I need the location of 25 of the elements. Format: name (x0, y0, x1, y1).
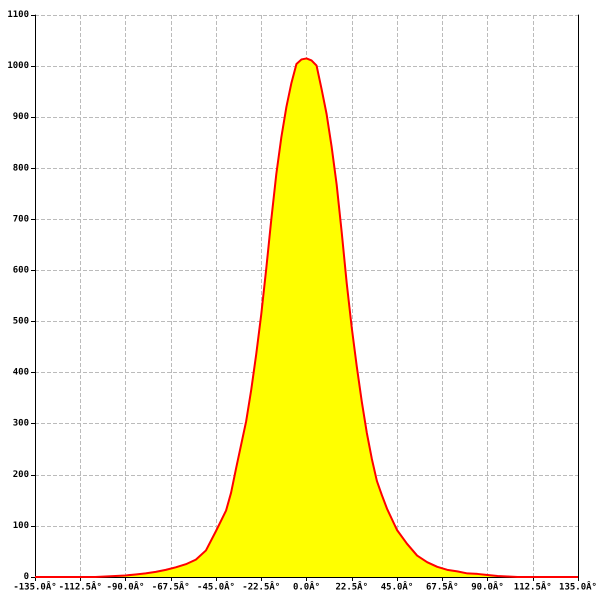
y-tick-label: 200 (12, 470, 29, 480)
y-tick-label: 800 (12, 163, 29, 174)
y-tick-label: 400 (12, 368, 29, 378)
y-tick-label: 500 (12, 316, 29, 327)
x-tick-label: -90.0Â° (106, 580, 144, 592)
y-tick-label: 600 (12, 265, 29, 276)
x-tick-label: -22.5Â° (242, 580, 280, 592)
x-tick-label: -135.0Â° (13, 580, 57, 592)
x-tick-label: 135.0Â° (559, 580, 597, 592)
x-tick-label: 90.0Â° (471, 580, 504, 592)
x-tick-label: -45.0Â° (197, 580, 235, 592)
y-tick-label: 1100 (7, 10, 29, 20)
y-tick-label: 900 (12, 112, 29, 122)
x-tick-label: 22.5Â° (335, 580, 368, 592)
x-tick-label: 45.0Â° (380, 580, 414, 592)
y-tick-label: 300 (12, 418, 29, 429)
x-tick-label: 67.5Â° (426, 580, 459, 592)
y-tick-label: 0 (24, 572, 29, 582)
y-tick-label: 1000 (7, 61, 29, 72)
y-tick-label: 100 (12, 520, 29, 531)
x-tick-label: 112.5Â° (514, 580, 552, 592)
y-tick-label: 700 (12, 214, 29, 224)
x-tick-label: -67.5Â° (152, 580, 190, 592)
x-tick-label: -112.5Â° (58, 580, 102, 592)
x-tick-label: 0.0Â° (292, 580, 320, 592)
